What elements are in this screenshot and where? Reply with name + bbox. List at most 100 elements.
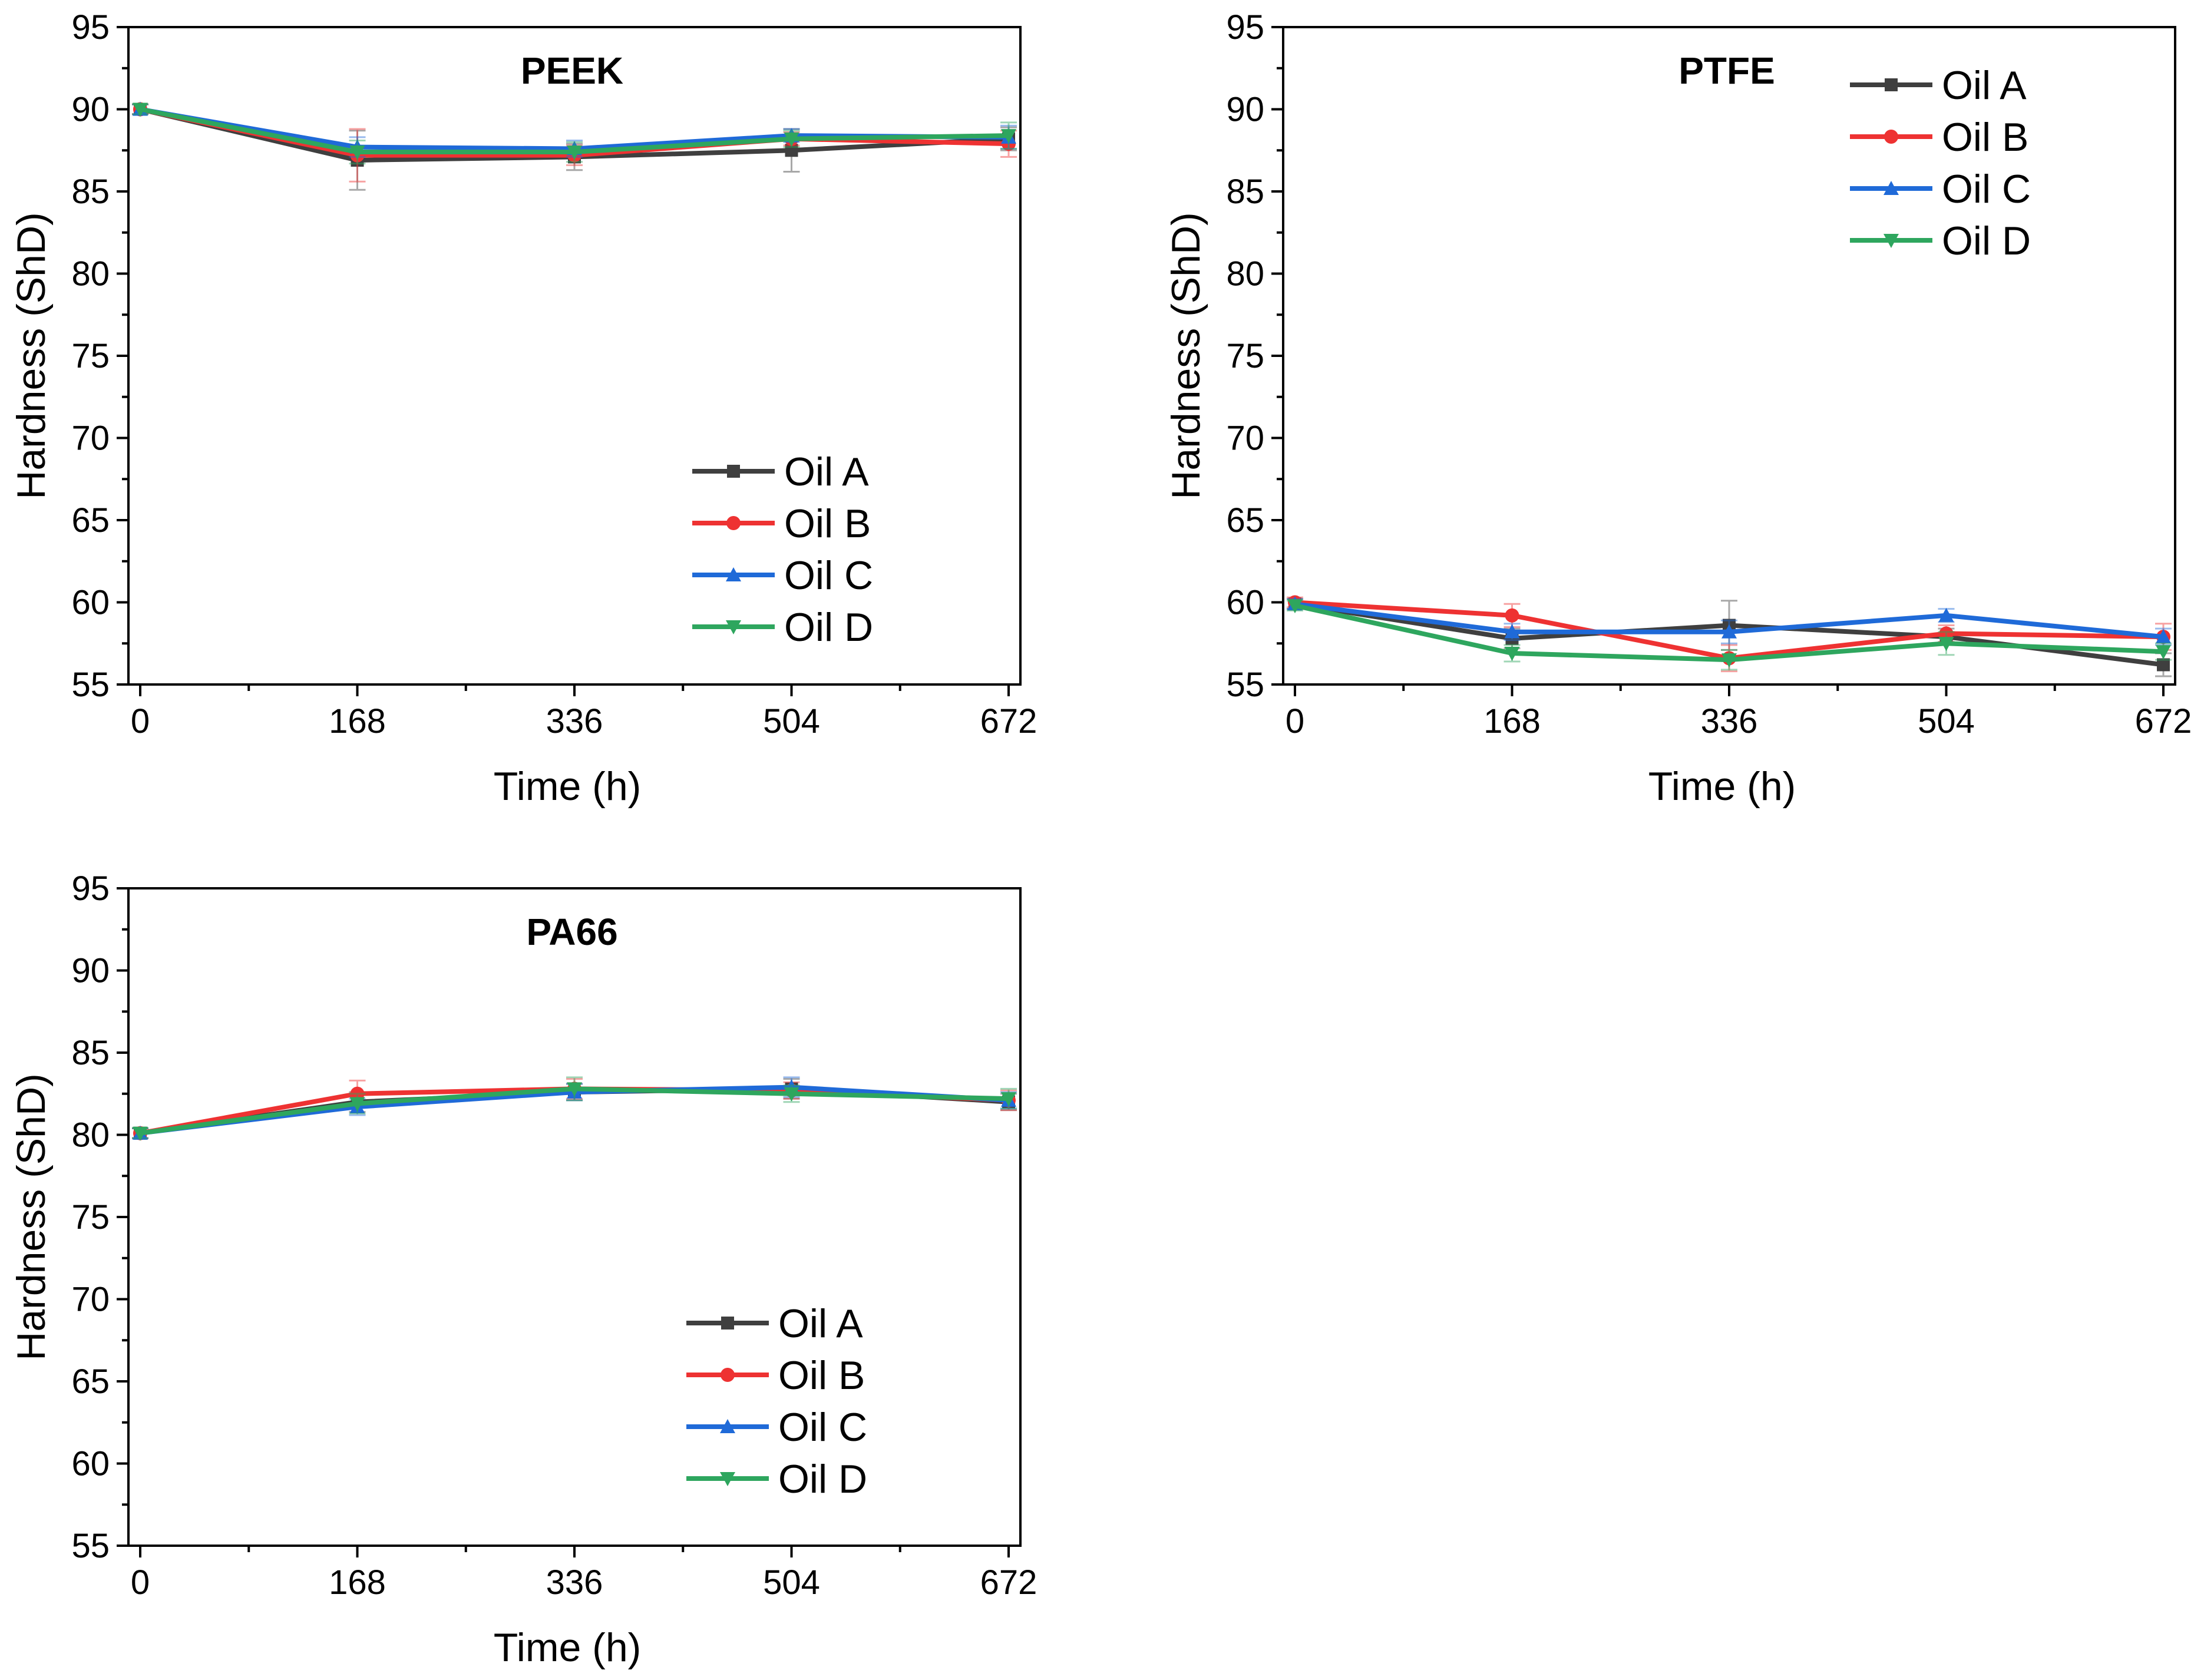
peek-plot-frame (127, 26, 1022, 686)
pa66-x-axis-title: Time (h) (494, 1625, 642, 1670)
pa66-y-tick-label: 65 (71, 1362, 110, 1401)
pa66-x-tick-label: 0 (131, 1563, 150, 1602)
legend-label: Oil B (784, 501, 871, 546)
peek-chart: 55 60 65 70 75 80 85 90 95 0 168 336 504 672 Time (h) H… (9, 8, 1037, 809)
pa66-y-tick-label: 90 (71, 952, 110, 990)
legend-entry: Oil D (692, 605, 873, 650)
legend-label: Oil D (778, 1457, 867, 1502)
data-point (2156, 629, 2171, 644)
data-point (1001, 1092, 1016, 1107)
legend-marker (1884, 234, 1899, 248)
data-point (567, 145, 582, 160)
legend-entry: Oil B (692, 501, 871, 546)
data-point (784, 132, 799, 147)
ptfe-y-tick-label: 90 (1226, 91, 1264, 129)
pa66-y-tick-label: 75 (71, 1198, 110, 1236)
data-point (1938, 607, 1954, 622)
peek-x-tick-label: 168 (329, 702, 386, 740)
ptfe-plot-frame (1282, 26, 2176, 686)
peek-x-axis-title: Time (h) (494, 764, 642, 809)
legend-entry: Oil C (686, 1405, 867, 1450)
data-point (349, 145, 365, 160)
legend-label: Oil A (784, 449, 869, 494)
peek-y-tick-label: 70 (71, 419, 110, 458)
peek-y-tick-label: 55 (71, 666, 110, 704)
ptfe-x-tick-label: 168 (1483, 702, 1541, 740)
peek-x-tick-label: 672 (980, 702, 1037, 740)
legend-entry: Oil C (1850, 167, 2031, 211)
pa66-chart-title: PA66 (526, 911, 617, 953)
legend-entry: Oil B (1850, 115, 2028, 160)
ptfe-y-tick-label: 65 (1226, 501, 1264, 540)
data-point (2156, 645, 2171, 660)
data-point (785, 144, 798, 157)
legend-label: Oil A (778, 1301, 863, 1346)
legend-entry: Oil A (686, 1301, 863, 1346)
pa66-x-tick-label: 168 (329, 1563, 386, 1602)
data-point (349, 1097, 365, 1112)
pa66-y-tick-label: 55 (71, 1527, 110, 1565)
ptfe-y-tick-label: 80 (1226, 255, 1264, 293)
pa66-y-tick-label: 60 (71, 1445, 110, 1483)
legend-entry: Oil A (1850, 63, 2027, 108)
legend-label: Oil D (784, 605, 873, 650)
ptfe-y-tick-label: 60 (1226, 584, 1264, 622)
peek-y-tick-label: 85 (71, 173, 110, 211)
pa66-y-tick-label: 70 (71, 1281, 110, 1319)
legend-marker (720, 1472, 735, 1486)
ptfe-y-tick-label: 55 (1226, 666, 1264, 704)
legend-marker (720, 1419, 735, 1433)
data-point (133, 102, 148, 117)
peek-y-tick-label: 80 (71, 255, 110, 293)
legend-marker (726, 516, 741, 530)
legend-marker (1884, 181, 1899, 195)
ptfe-legend: Oil A Oil B Oil C Oil D (1850, 63, 2031, 263)
pa66-y-axis-title: Hardness (ShD) (9, 1073, 54, 1361)
legend-marker (721, 1368, 735, 1382)
ptfe-y-tick-label: 75 (1226, 337, 1264, 375)
ptfe-y-axis-title: Hardness (ShD) (1164, 212, 1208, 500)
peek-x-tick-label: 0 (131, 702, 150, 740)
peek-x-tick-label: 504 (763, 702, 820, 740)
legend-label: Oil A (1942, 63, 2027, 108)
pa66-chart: 55 60 65 70 75 80 85 90 95 0 168 336 504 672 Time (h) H… (9, 869, 1037, 1670)
legend-entry: Oil C (692, 553, 873, 598)
legend-entry: Oil D (686, 1457, 867, 1502)
pa66-x-tick-label: 672 (980, 1563, 1037, 1602)
legend-marker (726, 620, 741, 634)
legend-marker (1884, 130, 1898, 144)
legend-label: Oil B (1942, 115, 2028, 160)
data-point (1721, 653, 1737, 668)
peek-y-axis-title: Hardness (ShD) (9, 212, 54, 500)
data-point (1001, 129, 1016, 144)
data-point (133, 1126, 148, 1141)
legend-marker (721, 1317, 734, 1330)
ptfe-series-oil-d (1287, 599, 2172, 671)
pa66-y-tick-label: 80 (71, 1116, 110, 1155)
legend-entry: Oil D (1850, 219, 2031, 263)
legend-marker (726, 567, 741, 581)
data-point (1938, 637, 1954, 652)
pa66-y-tick-label: 85 (71, 1034, 110, 1072)
data-point (1721, 624, 1737, 639)
peek-series-oil-d (132, 102, 1017, 165)
peek-y-tick-label: 60 (71, 584, 110, 622)
legend-label: Oil C (778, 1405, 867, 1450)
ptfe-x-tick-label: 0 (1286, 702, 1304, 740)
data-point (2157, 658, 2170, 672)
data-point (784, 1087, 799, 1102)
peek-chart-title: PEEK (521, 49, 623, 92)
peek-x-tick-label: 336 (546, 702, 603, 740)
pa66-x-tick-label: 336 (546, 1563, 603, 1602)
ptfe-x-tick-label: 504 (1918, 702, 1975, 740)
legend-label: Oil D (1942, 219, 2031, 263)
ptfe-y-tick-label: 85 (1226, 173, 1264, 211)
peek-y-tick-label: 65 (71, 501, 110, 540)
peek-y-tick-label: 75 (71, 337, 110, 375)
ptfe-y-tick-label: 95 (1226, 8, 1264, 47)
data-point (1505, 608, 1519, 623)
legend-marker (1885, 78, 1898, 91)
peek-y-tick-label: 95 (71, 8, 110, 47)
peek-y-tick-label: 90 (71, 91, 110, 129)
